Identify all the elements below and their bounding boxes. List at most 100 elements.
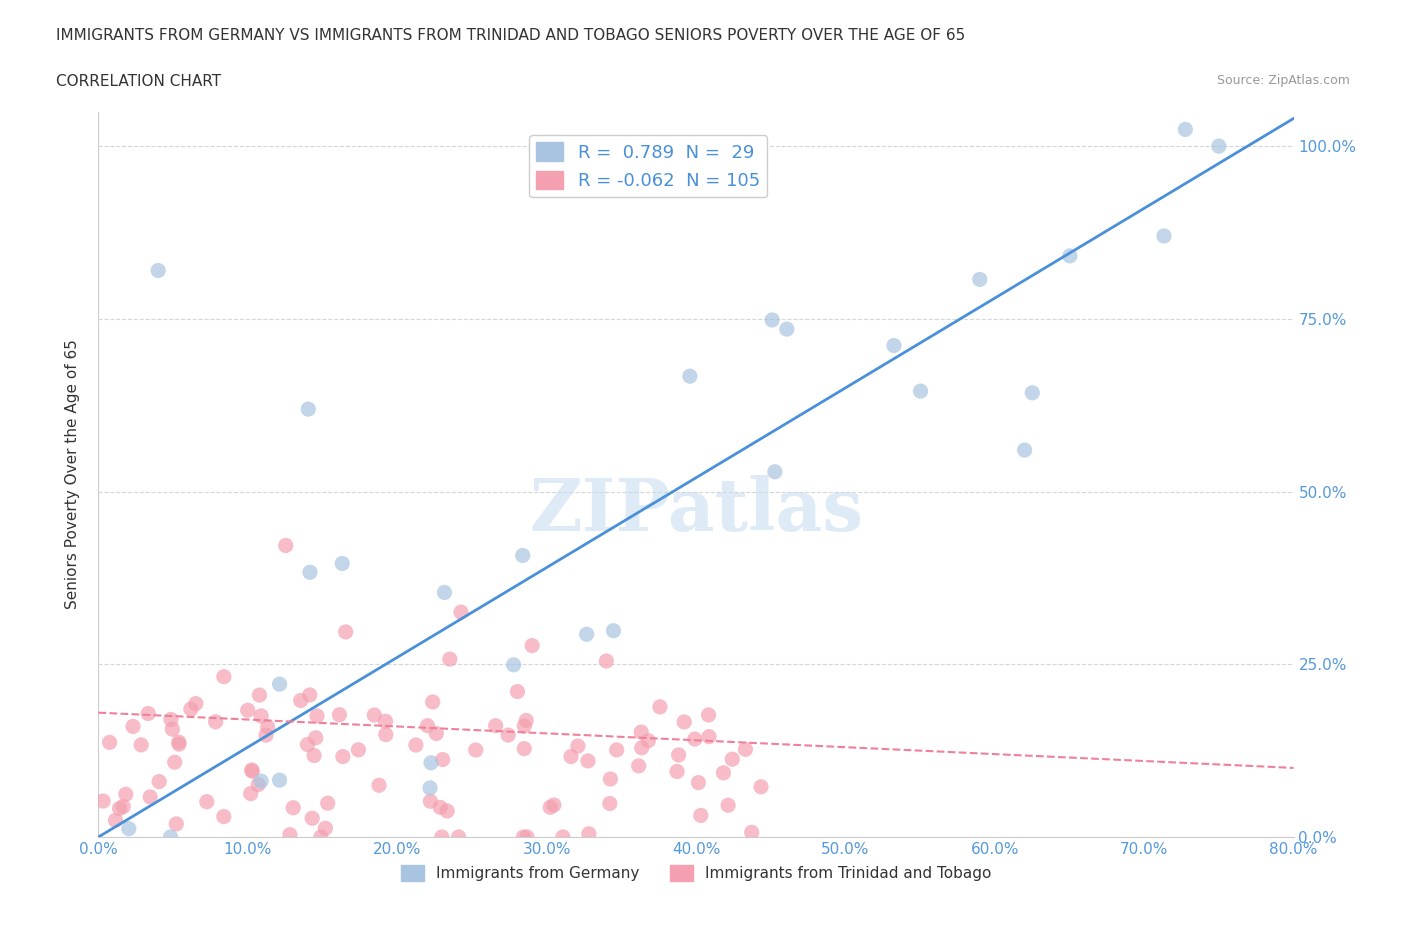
Point [721,751,744,766]
Point [184,697,207,711]
Point [1174,122,1197,137]
Point [543,798,565,813]
Point [247,777,270,792]
Point [734,742,756,757]
Point [1153,229,1175,244]
Point [433,585,456,600]
Point [139,790,162,804]
Point [250,709,273,724]
Point [666,764,689,779]
Point [430,830,453,844]
Point [108,801,131,816]
Point [713,765,735,780]
Point [305,730,328,745]
Point [1208,139,1230,153]
Point [363,708,385,723]
Point [969,272,991,286]
Point [683,732,706,747]
Point [749,779,772,794]
Point [167,735,190,750]
Text: ZIPatlas: ZIPatlas [529,475,863,546]
Point [436,804,458,818]
Point [305,709,328,724]
Point [515,713,537,728]
Point [302,748,325,763]
Point [104,813,127,828]
Point [741,825,763,840]
Point [249,687,271,702]
Point [1021,385,1043,400]
Point [416,718,439,733]
Point [160,712,183,727]
Point [627,759,650,774]
Point [278,827,301,842]
Point [425,726,447,741]
Point [717,798,740,813]
Point [599,772,621,787]
Point [599,796,621,811]
Point [159,830,181,844]
Point [165,817,187,831]
Text: Source: ZipAtlas.com: Source: ZipAtlas.com [1216,74,1350,87]
Point [578,827,600,842]
Point [1014,443,1036,458]
Point [439,652,461,667]
Point [688,776,710,790]
Point [309,830,332,844]
Point [167,737,190,751]
Point [689,808,711,823]
Point [98,735,121,750]
Point [162,722,184,737]
Point [204,714,226,729]
Point [297,737,319,752]
Point [910,384,932,399]
Point [298,687,321,702]
Point [212,809,235,824]
Point [679,369,702,384]
Point [538,800,561,815]
Point [668,748,690,763]
Point [447,830,470,844]
Point [763,464,786,479]
Point [301,811,323,826]
Point [513,719,536,734]
Point [316,796,339,811]
Point [560,749,582,764]
Point [761,312,783,327]
Point [496,727,519,742]
Point [269,677,291,692]
Point [567,738,589,753]
Point [606,742,628,757]
Point [883,339,905,353]
Point [450,604,472,619]
Point [551,830,574,844]
Point [512,548,534,563]
Point [464,742,486,757]
Y-axis label: Seniors Poverty Over the Age of 65: Seniors Poverty Over the Age of 65 [65,339,80,609]
Point [180,701,202,716]
Point [648,699,671,714]
Point [630,724,652,739]
Point [697,708,720,723]
Point [485,718,508,733]
Point [335,624,357,639]
Point [374,727,396,742]
Point [776,322,799,337]
Point [297,402,319,417]
Point [112,799,135,814]
Point [274,538,297,553]
Point [513,741,536,756]
Point [512,830,534,844]
Point [420,755,443,770]
Legend: Immigrants from Germany, Immigrants from Trinidad and Tobago: Immigrants from Germany, Immigrants from… [395,859,997,887]
Point [298,565,321,579]
Point [422,695,444,710]
Point [269,773,291,788]
Point [148,263,170,278]
Point [630,740,652,755]
Point [240,763,263,777]
Point [576,753,599,768]
Point [1059,248,1081,263]
Point [136,706,159,721]
Point [673,714,696,729]
